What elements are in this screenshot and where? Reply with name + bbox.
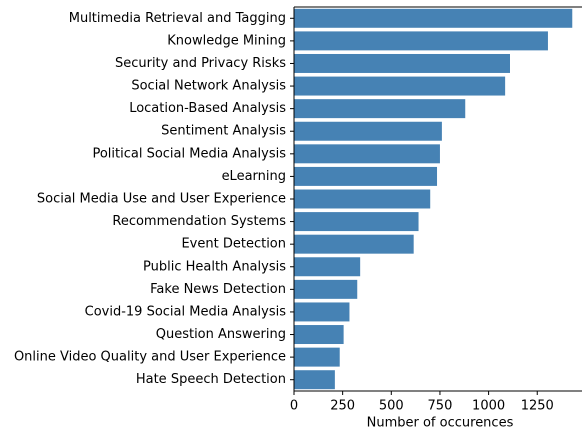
bar bbox=[294, 144, 440, 164]
y-tick-label: Hate Speech Detection bbox=[136, 372, 286, 387]
y-tick-label: Social Network Analysis bbox=[131, 79, 286, 94]
bar bbox=[294, 302, 350, 322]
x-tick-label: 1250 bbox=[521, 399, 554, 414]
bar bbox=[294, 325, 344, 345]
bar bbox=[294, 8, 573, 28]
y-tick-label: Location-Based Analysis bbox=[129, 101, 286, 116]
bar bbox=[294, 257, 361, 277]
y-tick-label: Online Video Quality and User Experience bbox=[14, 350, 286, 365]
x-tick-label: 500 bbox=[379, 399, 404, 414]
y-tick-label: Question Answering bbox=[156, 327, 286, 342]
y-tick-label: Sentiment Analysis bbox=[161, 124, 286, 139]
x-tick-label: 250 bbox=[330, 399, 355, 414]
y-tick-label: Knowledge Mining bbox=[167, 33, 286, 48]
bar bbox=[294, 99, 466, 119]
y-tick-label: Security and Privacy Risks bbox=[115, 56, 286, 71]
x-axis-label: Number of occurences bbox=[367, 416, 514, 430]
y-tick-label: Social Media Use and User Experience bbox=[37, 192, 286, 207]
y-tick-label: Fake News Detection bbox=[150, 282, 286, 297]
y-tick-label: Recommendation Systems bbox=[112, 214, 286, 229]
bar bbox=[294, 121, 442, 141]
bar bbox=[294, 166, 438, 186]
x-tick-label: 1000 bbox=[472, 399, 505, 414]
bar bbox=[294, 347, 340, 367]
bar bbox=[294, 31, 548, 51]
y-tick-label: Multimedia Retrieval and Tagging bbox=[69, 11, 286, 26]
bar bbox=[294, 76, 506, 96]
bar bbox=[294, 234, 414, 254]
y-tick-label: Event Detection bbox=[181, 237, 286, 252]
bar bbox=[294, 370, 335, 390]
y-tick-label: eLearning bbox=[222, 169, 286, 184]
bar bbox=[294, 189, 431, 209]
bar bbox=[294, 279, 358, 299]
x-tick-label: 750 bbox=[428, 399, 453, 414]
y-tick-label: Political Social Media Analysis bbox=[92, 146, 286, 161]
bar bbox=[294, 212, 419, 232]
y-tick-label: Public Health Analysis bbox=[143, 259, 286, 274]
bar bbox=[294, 53, 510, 73]
y-tick-label: Covid-19 Social Media Analysis bbox=[85, 304, 287, 319]
x-tick-label: 0 bbox=[290, 399, 298, 414]
